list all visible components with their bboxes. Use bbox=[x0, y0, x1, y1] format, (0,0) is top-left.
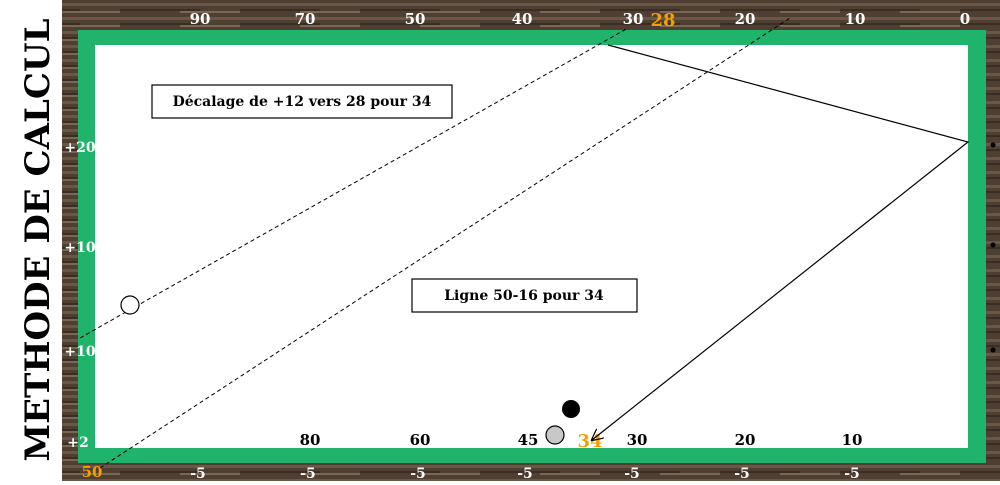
top-number: 10 bbox=[845, 10, 866, 28]
top-number: 50 bbox=[405, 10, 426, 28]
title: METHODE DE CALCUL bbox=[18, 18, 58, 461]
bottom-outer-number: -5 bbox=[517, 466, 533, 481]
dashed-line-50-16 bbox=[99, 17, 791, 469]
bottom-outer-number: 50 bbox=[82, 463, 103, 481]
diamond bbox=[990, 142, 996, 148]
left-number: +20 bbox=[64, 140, 95, 156]
bottom-outer-number: -5 bbox=[844, 466, 860, 481]
left-number: +10 bbox=[64, 344, 95, 360]
bottom-outer-number: -5 bbox=[190, 466, 206, 481]
bottom-inner-number: 30 bbox=[627, 431, 648, 449]
top-number: 28 bbox=[650, 10, 675, 31]
diamond bbox=[990, 347, 996, 353]
top-number: 0 bbox=[960, 10, 970, 28]
left-number: +10 bbox=[64, 240, 95, 256]
bottom-inner-number: 10 bbox=[842, 431, 863, 449]
bottom-inner-number: 20 bbox=[735, 431, 756, 449]
bottom-outer-number: -5 bbox=[624, 466, 640, 481]
grey-ball bbox=[545, 425, 565, 445]
bottom-inner-number: 45 bbox=[518, 431, 539, 449]
bottom-outer-number: -5 bbox=[734, 466, 750, 481]
top-number: 70 bbox=[295, 10, 316, 28]
black-ball bbox=[562, 400, 580, 418]
annotation-box bbox=[151, 84, 453, 119]
bottom-inner-number: 80 bbox=[300, 431, 321, 449]
top-number: 30 bbox=[623, 10, 644, 28]
bottom-inner-number: 60 bbox=[410, 431, 431, 449]
annotation: Ligne 50-16 pour 34 bbox=[444, 288, 604, 304]
annotation: Décalage de +12 vers 28 pour 34 bbox=[173, 94, 432, 110]
bottom-outer-number: -5 bbox=[300, 466, 316, 481]
ball-path bbox=[592, 44, 970, 440]
white-ball bbox=[120, 295, 140, 315]
diamond bbox=[990, 242, 996, 248]
top-number: 90 bbox=[190, 10, 211, 28]
top-number: 40 bbox=[512, 10, 533, 28]
left-number: +2 bbox=[67, 435, 88, 451]
top-number: 20 bbox=[735, 10, 756, 28]
annotation-box bbox=[411, 278, 638, 313]
bottom-outer-number: -5 bbox=[410, 466, 426, 481]
